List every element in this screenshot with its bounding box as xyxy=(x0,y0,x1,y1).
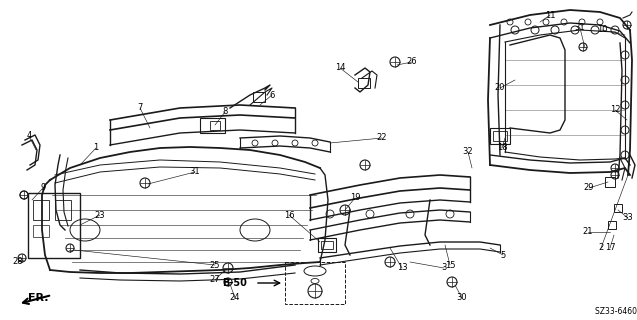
Text: 8: 8 xyxy=(222,108,227,116)
Bar xyxy=(605,177,615,187)
Bar xyxy=(200,118,225,133)
Bar xyxy=(33,200,49,220)
Text: 13: 13 xyxy=(397,263,407,273)
Text: 22: 22 xyxy=(376,133,387,142)
Text: 2: 2 xyxy=(598,244,604,252)
Bar xyxy=(321,241,333,249)
Text: 19: 19 xyxy=(350,194,361,203)
Text: 31: 31 xyxy=(575,23,585,33)
Text: 10: 10 xyxy=(597,26,607,35)
Bar xyxy=(358,78,370,88)
Text: 18: 18 xyxy=(497,143,507,153)
Text: 1: 1 xyxy=(94,143,99,153)
Bar xyxy=(318,238,336,252)
Bar xyxy=(33,225,49,237)
Text: 26: 26 xyxy=(406,58,417,67)
Text: 25: 25 xyxy=(210,260,220,269)
Text: 20: 20 xyxy=(495,84,505,92)
Bar xyxy=(608,221,616,229)
Text: 9: 9 xyxy=(40,183,46,193)
Text: 16: 16 xyxy=(283,211,294,220)
Text: 3: 3 xyxy=(441,263,447,273)
Text: 30: 30 xyxy=(457,293,468,302)
Text: 17: 17 xyxy=(605,244,615,252)
Text: 23: 23 xyxy=(95,211,105,220)
Bar xyxy=(28,193,80,258)
Bar xyxy=(285,262,345,304)
Bar xyxy=(210,121,220,130)
Text: 29: 29 xyxy=(583,183,594,193)
Text: 27: 27 xyxy=(210,276,220,284)
Text: B-50: B-50 xyxy=(222,278,247,288)
Text: 33: 33 xyxy=(622,213,633,222)
Text: 15: 15 xyxy=(445,260,455,269)
Bar xyxy=(55,200,71,220)
Bar xyxy=(490,128,510,144)
Text: 32: 32 xyxy=(462,148,473,156)
Text: 5: 5 xyxy=(501,251,506,260)
Text: 6: 6 xyxy=(269,91,275,100)
Text: FR.: FR. xyxy=(28,293,48,303)
Text: 7: 7 xyxy=(138,103,143,113)
Text: 12: 12 xyxy=(610,106,620,115)
Text: 28: 28 xyxy=(13,258,24,267)
Bar xyxy=(253,92,265,102)
Text: SZ33-64601 BA: SZ33-64601 BA xyxy=(595,308,637,316)
Text: 11: 11 xyxy=(545,11,555,20)
Text: 14: 14 xyxy=(335,63,345,73)
Bar xyxy=(493,131,507,141)
Text: 31: 31 xyxy=(190,167,200,177)
Text: 24: 24 xyxy=(230,293,240,302)
Text: 21: 21 xyxy=(583,228,593,236)
Text: 4: 4 xyxy=(26,132,32,140)
Bar xyxy=(614,204,622,212)
